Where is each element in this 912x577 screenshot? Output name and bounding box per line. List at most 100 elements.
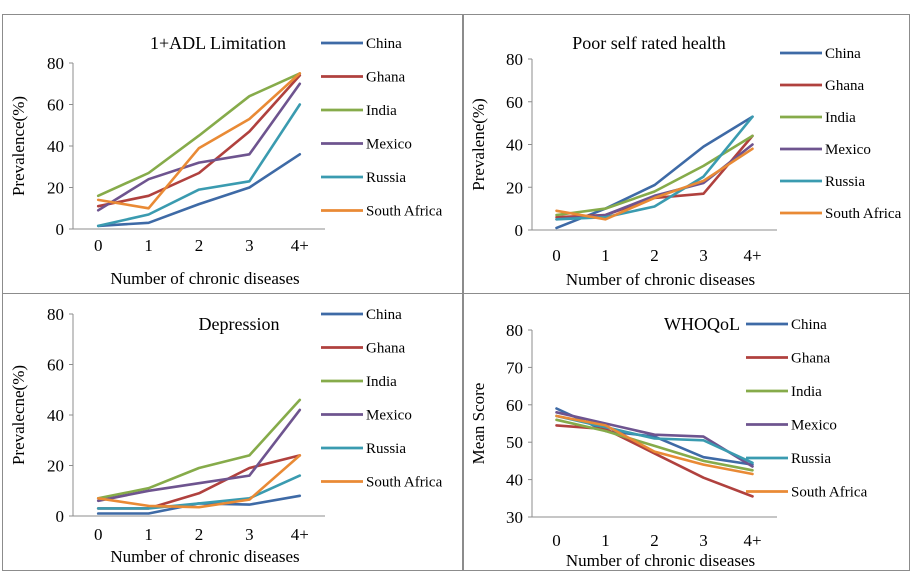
series-line-russia [555, 414, 754, 465]
series-line-india [96, 72, 302, 198]
y-tick-label: 80 [506, 321, 523, 340]
panel-adl: 0 20 40 60 80 0 1 2 3 4+ Number of chronic disease… [2, 14, 463, 294]
legend-label-china: China [366, 36, 402, 52]
series-line-china [555, 407, 754, 466]
legend-label-india: India [366, 374, 397, 390]
y-axis-label: Prevalene(%) [469, 98, 488, 191]
y-axis-label: Prevalence(%) [9, 96, 28, 196]
x-tick-label: 4+ [743, 531, 761, 550]
y-tick-label: 60 [506, 93, 523, 112]
y-tick-label: 50 [506, 433, 523, 452]
y-tick-label: 70 [506, 358, 523, 377]
series-line-mexico [555, 143, 754, 221]
series-line-mexico [96, 408, 302, 503]
y-tick-label: 60 [47, 356, 64, 375]
chart-title: 1+ADL Limitation [150, 33, 286, 53]
panel-self-rated-health: 0 20 40 60 80 0 1 2 3 4+ Number of chronic disease… [463, 14, 910, 294]
y-tick-label: 40 [47, 406, 64, 425]
x-tick-label: 3 [245, 236, 254, 255]
x-tick-label: 0 [94, 236, 103, 255]
x-axis-label: Number of chronic diseases [566, 270, 755, 289]
series-line-russia [96, 103, 302, 228]
legend-label-ghana: Ghana [366, 70, 405, 86]
x-tick-label: 3 [699, 531, 708, 550]
legend-label-russia: Russia [366, 170, 406, 186]
y-tick-label: 40 [506, 471, 523, 490]
y-tick-label: 80 [47, 305, 64, 324]
legend-label-south-africa: South Africa [825, 206, 902, 222]
x-tick-label: 1 [601, 531, 610, 550]
chart-self-rated-health: 0 20 40 60 80 0 1 2 3 4+ Number of chronic disease… [469, 33, 902, 289]
series-line-south-africa [555, 414, 754, 476]
y-tick-label: 80 [506, 50, 523, 69]
x-tick-label: 2 [195, 236, 204, 255]
x-tick-label: 3 [699, 246, 708, 265]
series-line-ghana [96, 74, 302, 208]
x-tick-label: 0 [552, 531, 561, 550]
series-line-russia [96, 474, 302, 510]
x-tick-label: 1 [601, 246, 610, 265]
chart-whoqol: 30 40 50 60 70 80 0 1 2 3 4+Number of chronic dise… [469, 314, 868, 570]
legend-label-russia: Russia [825, 174, 865, 190]
panel-depression: 0 20 40 60 80 0 1 2 3 4+ Number of chronic disease… [2, 293, 463, 571]
y-tick-label: 60 [47, 96, 64, 115]
y-axis-label: Mean Score [469, 383, 488, 465]
x-tick-label: 4+ [743, 246, 761, 265]
y-tick-label: 40 [506, 136, 523, 155]
series-line-mexico [96, 82, 302, 212]
chart-adl: 0 20 40 60 80 0 1 2 3 4+ Number of chronic disease… [9, 33, 443, 288]
series-line-russia [555, 115, 754, 221]
legend-label-china: China [366, 307, 402, 323]
legend-label-india: India [366, 103, 397, 119]
series-line-china [96, 153, 302, 228]
x-axis-label: Number of chronic diseases [110, 269, 299, 288]
x-tick-label: 0 [94, 525, 103, 544]
legend-label-south-africa: South Africa [791, 485, 868, 501]
x-axis-label: Number of chronic diseases [110, 547, 299, 566]
y-tick-label: 30 [506, 508, 523, 527]
legend-label-russia: Russia [791, 451, 831, 467]
legend-label-ghana: Ghana [825, 78, 864, 94]
x-tick-label: 2 [650, 246, 659, 265]
legend-label-russia: Russia [366, 441, 406, 457]
y-tick-label: 0 [56, 220, 65, 239]
series-line-south-africa [96, 72, 302, 210]
x-axis-label: Number of chronic diseases [566, 551, 755, 570]
legend-label-mexico: Mexico [366, 137, 412, 153]
x-tick-label: 3 [245, 525, 254, 544]
legend-label-india: India [825, 110, 856, 126]
y-tick-label: 20 [47, 179, 64, 198]
x-tick-label: 4+ [291, 236, 309, 255]
y-tick-label: 40 [47, 137, 64, 156]
x-tick-label: 2 [650, 531, 659, 550]
series-line-india [555, 134, 754, 217]
legend-label-mexico: Mexico [366, 408, 412, 424]
x-tick-label: 1 [144, 525, 153, 544]
legend-label-mexico: Mexico [791, 418, 837, 434]
chart-title: WHOQoL [664, 314, 740, 334]
y-tick-label: 0 [515, 221, 524, 240]
x-tick-label: 0 [552, 246, 561, 265]
chart-title: Poor self rated health [572, 33, 725, 53]
legend-label-china: China [825, 46, 861, 62]
y-tick-label: 0 [56, 507, 65, 526]
legend-label-ghana: Ghana [366, 341, 405, 357]
series-line-south-africa [555, 147, 754, 221]
legend-label-ghana: Ghana [791, 351, 830, 367]
x-tick-label: 4+ [291, 525, 309, 544]
y-tick-label: 20 [506, 178, 523, 197]
x-tick-label: 2 [195, 525, 204, 544]
legend-label-china: China [791, 317, 827, 333]
series-line-india [555, 418, 754, 472]
x-tick-label: 1 [144, 236, 153, 255]
legend-label-india: India [791, 384, 822, 400]
y-tick-label: 20 [47, 457, 64, 476]
panel-whoqol: 30 40 50 60 70 80 0 1 2 3 4+ Number of chronic dise… [463, 293, 910, 571]
chart-title: Depression [199, 314, 280, 334]
legend-label-mexico: Mexico [825, 142, 871, 158]
legend-label-south-africa: South Africa [366, 204, 443, 220]
chart-depression: 0 20 40 60 80 0 1 2 3 4+ Number of chronic disease… [9, 305, 443, 566]
series-line-india [96, 398, 302, 500]
y-tick-label: 80 [47, 54, 64, 73]
